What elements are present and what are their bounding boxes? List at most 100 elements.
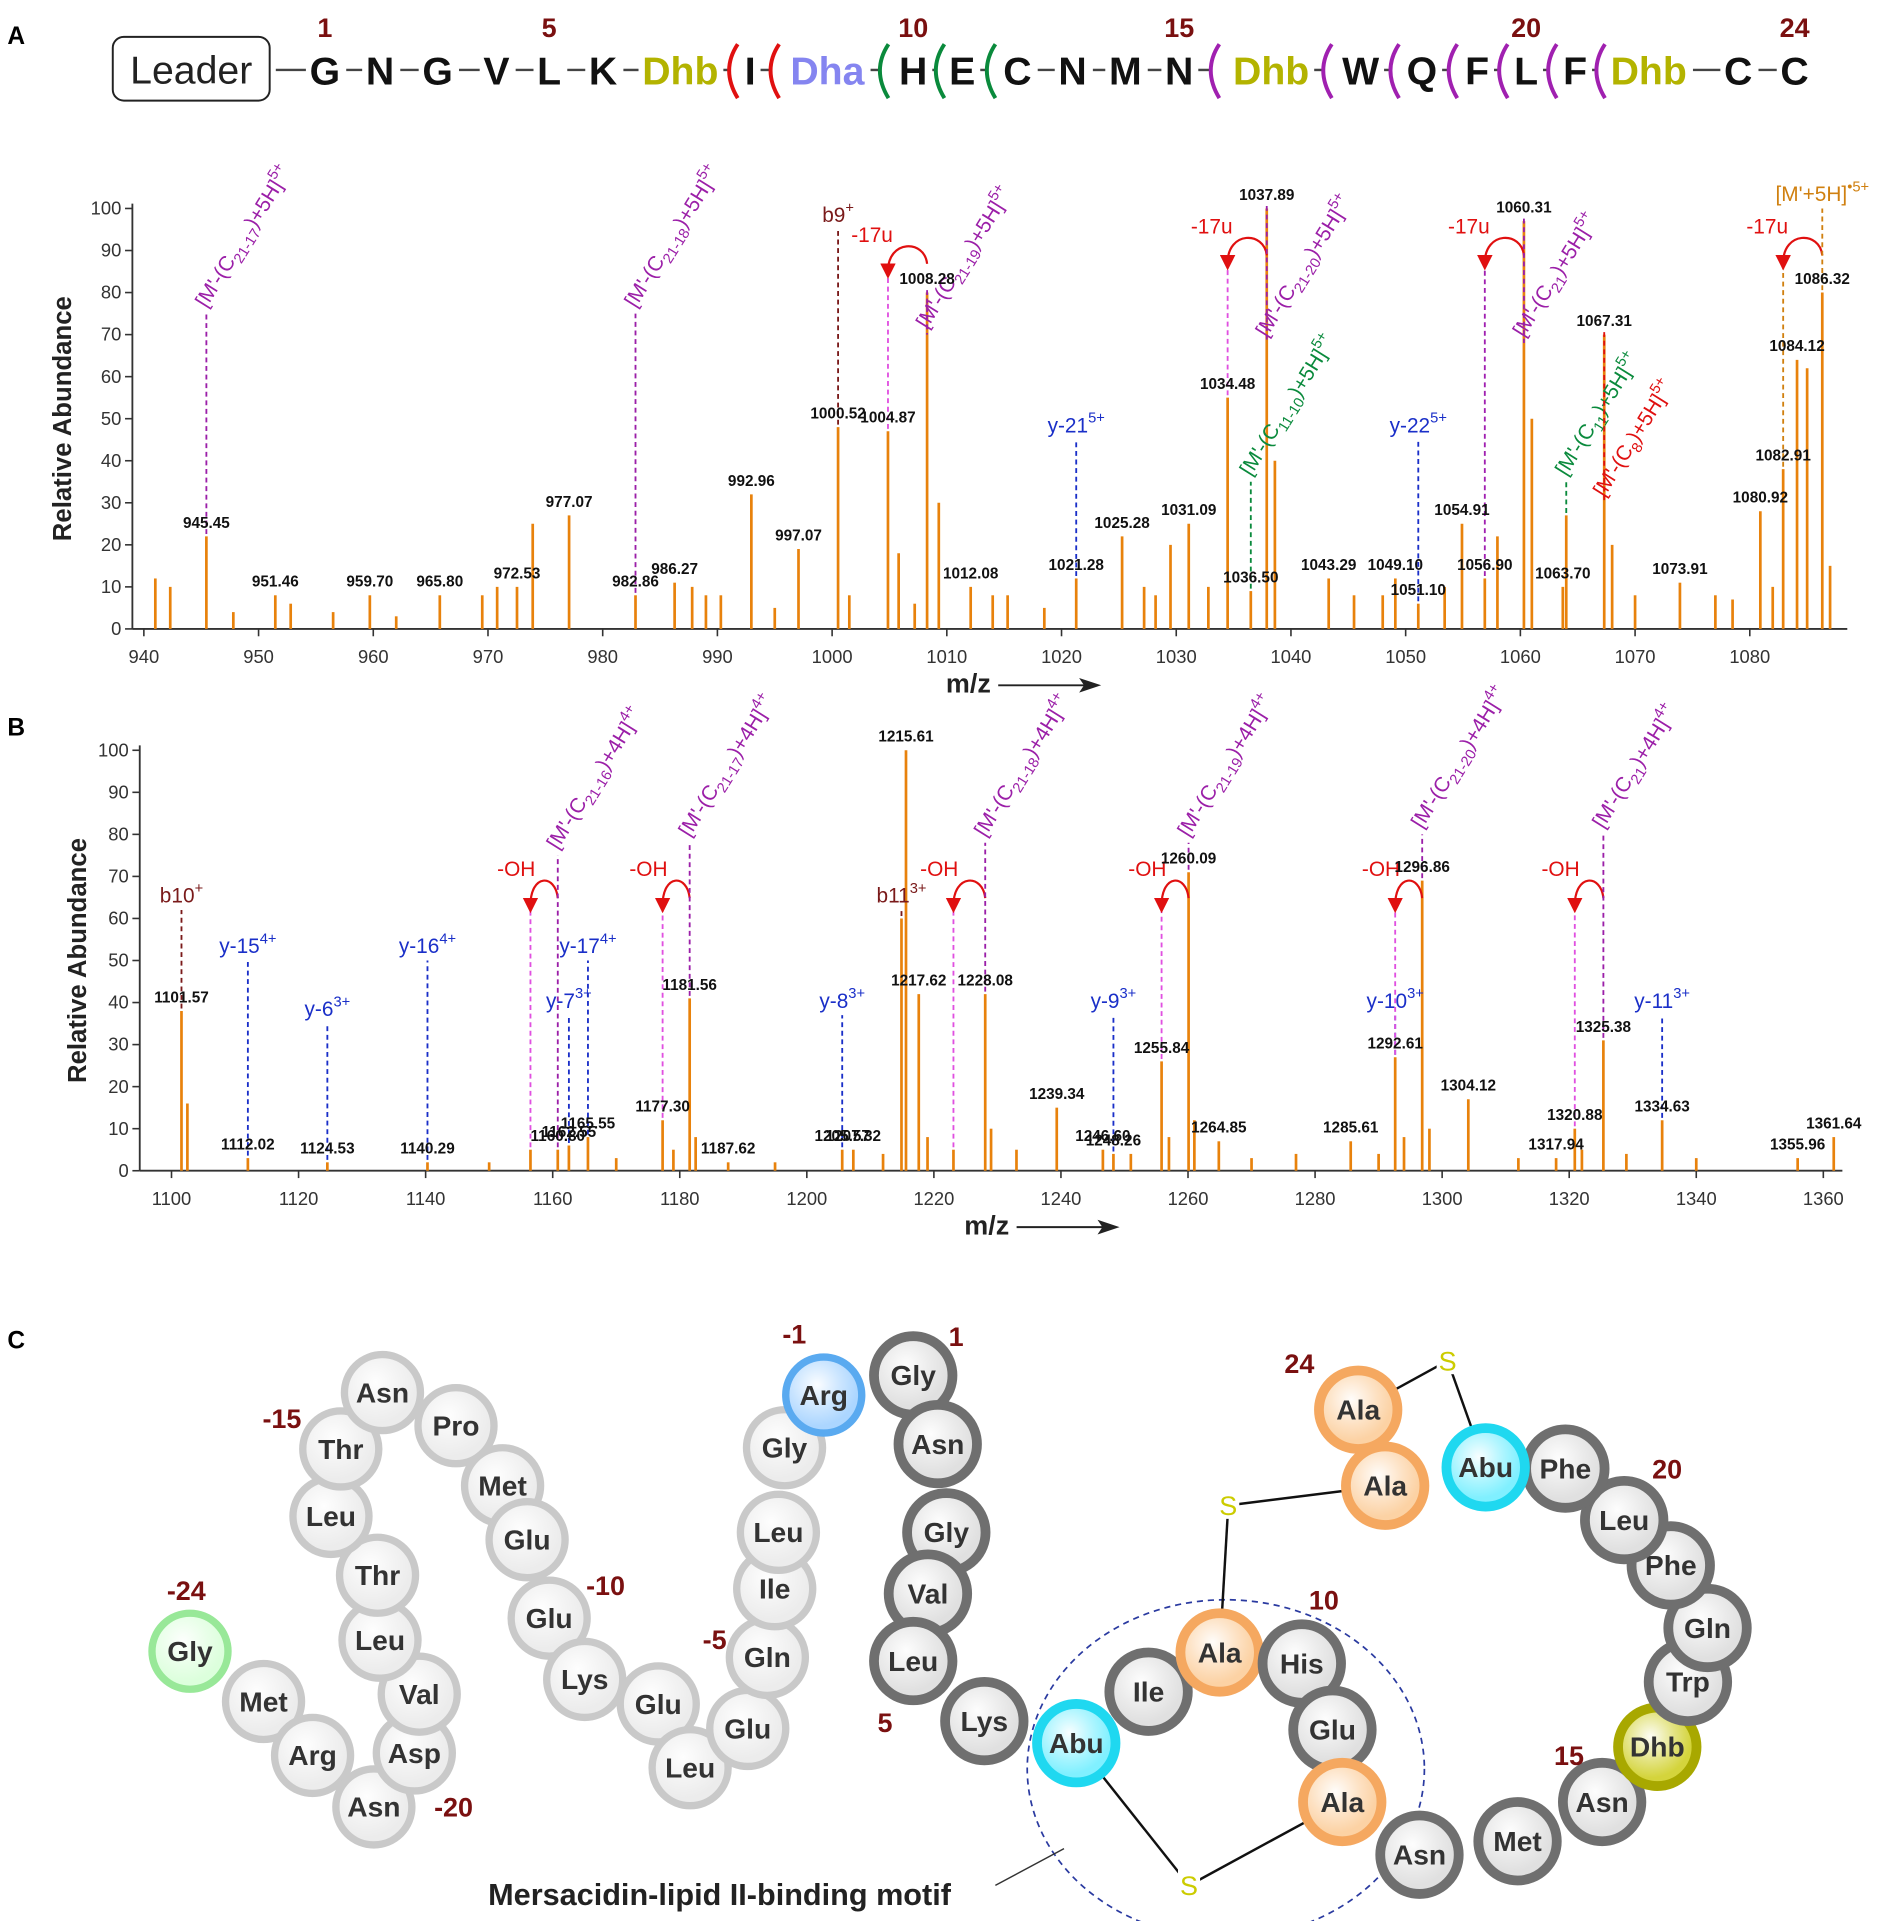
residue-node-label: Lys bbox=[561, 1663, 609, 1695]
position-number: -15 bbox=[262, 1404, 301, 1434]
ion-text: y-22 bbox=[1390, 414, 1431, 437]
bracket bbox=[984, 43, 998, 100]
ion-label: [M'-(C21-17)+4H]4+ bbox=[671, 689, 784, 843]
ion-label: y-83+ bbox=[819, 986, 865, 1013]
ion-text: -17u bbox=[1448, 215, 1490, 238]
residue-node-label: Thr bbox=[318, 1433, 363, 1465]
residue: N bbox=[366, 50, 394, 94]
peak-label: 1086.32 bbox=[1795, 271, 1850, 288]
ion-label: b9+ bbox=[822, 200, 854, 227]
x-tick-label: 1240 bbox=[1041, 1188, 1082, 1209]
residue-number: 15 bbox=[1164, 13, 1194, 43]
node-shine bbox=[903, 1409, 973, 1479]
position-number: 24 bbox=[1284, 1349, 1314, 1379]
ion-label: y-63+ bbox=[305, 994, 351, 1021]
position-number: 5 bbox=[878, 1708, 893, 1738]
node-shine bbox=[733, 1623, 802, 1692]
ion-sup: 5+ bbox=[1571, 207, 1593, 230]
residue-number: 10 bbox=[898, 13, 928, 43]
peak-label: 977.07 bbox=[546, 494, 593, 511]
node-shine bbox=[380, 1718, 449, 1788]
y-tick-label: 10 bbox=[101, 576, 121, 597]
node-shine bbox=[155, 1616, 225, 1686]
residue-number: 1 bbox=[317, 13, 332, 43]
node-shine bbox=[1673, 1593, 1742, 1663]
ion-sup: 4+ bbox=[1651, 699, 1673, 722]
ion-label: [M'-(C21-18)+5H]5+ bbox=[617, 160, 730, 314]
y-tick-label: 0 bbox=[111, 618, 121, 639]
node-shine bbox=[1041, 1708, 1111, 1778]
peak-label: 1063.70 bbox=[1535, 565, 1590, 582]
residue-node-label: Ala bbox=[1336, 1394, 1380, 1426]
peak-label: 1008.28 bbox=[899, 271, 955, 288]
node-shine bbox=[1114, 1657, 1183, 1727]
panel-label: B bbox=[7, 715, 25, 742]
node-shine bbox=[789, 1360, 859, 1430]
residue-node-label: Asp bbox=[388, 1737, 441, 1769]
peak-label: 1004.87 bbox=[860, 410, 915, 427]
node-shine bbox=[750, 1413, 819, 1483]
y-axis-title: Relative Abundance bbox=[49, 296, 77, 541]
residue-node-label: Leu bbox=[753, 1516, 803, 1548]
residue-node-label: Abu bbox=[1049, 1727, 1104, 1759]
node-shine bbox=[1589, 1485, 1659, 1555]
peak-label: 1317.94 bbox=[1528, 1137, 1584, 1154]
bracket bbox=[877, 43, 891, 100]
ion-label: [M'-(C21-20)+5H]5+ bbox=[1248, 189, 1361, 343]
x-tick-label: 1360 bbox=[1803, 1188, 1844, 1209]
peak-label: 986.27 bbox=[651, 561, 698, 578]
residue: L bbox=[537, 50, 561, 94]
residue: Dha bbox=[790, 50, 865, 94]
position-number: 15 bbox=[1554, 1741, 1584, 1771]
ion-sup: 4+ bbox=[600, 931, 617, 947]
ion-text: )+4H] bbox=[1457, 697, 1504, 753]
residue: F bbox=[1563, 50, 1587, 94]
node-shine bbox=[492, 1505, 562, 1575]
residue-node-label: Ile bbox=[759, 1573, 790, 1605]
ion-label: y-215+ bbox=[1048, 411, 1105, 438]
loss-label: -OH bbox=[629, 858, 667, 881]
ion-label: b113+ bbox=[877, 881, 927, 908]
y-axis-title: Relative Abundance bbox=[64, 838, 92, 1083]
residue-number: 20 bbox=[1511, 13, 1541, 43]
ion-text: y-8 bbox=[819, 990, 848, 1013]
peak-label: 1162.55 bbox=[542, 1124, 597, 1141]
x-axis-arrowhead bbox=[1079, 677, 1102, 693]
y-tick-label: 20 bbox=[108, 1076, 128, 1097]
residue-node-label: Gly bbox=[167, 1635, 213, 1667]
residue-node-label: Dhb bbox=[1630, 1731, 1685, 1763]
bracket bbox=[1594, 43, 1607, 100]
peak-label: 1101.57 bbox=[154, 989, 209, 1006]
peak-label: 1025.28 bbox=[1094, 515, 1150, 532]
ion-text: )+5H] bbox=[241, 176, 288, 232]
peak-label: 1292.61 bbox=[1368, 1036, 1424, 1053]
ion-text: y-11 bbox=[1634, 990, 1673, 1013]
peak-label: 1320.88 bbox=[1547, 1107, 1603, 1124]
y-tick-label: 100 bbox=[98, 739, 129, 760]
ion-sup: 4+ bbox=[616, 702, 638, 725]
peak-label: 982.86 bbox=[612, 574, 659, 591]
ion-text: y-9 bbox=[1091, 990, 1120, 1013]
x-tick-label: 1040 bbox=[1271, 646, 1312, 667]
residue-node-label: Glu bbox=[635, 1688, 682, 1720]
peak-label: 951.46 bbox=[252, 574, 299, 591]
residue-node-label: Glu bbox=[504, 1524, 551, 1556]
x-tick-label: 1010 bbox=[926, 646, 967, 667]
residue-node-label: Val bbox=[399, 1678, 440, 1710]
ion-label: y-113+ bbox=[1634, 986, 1690, 1013]
residue-node-label: Abu bbox=[1458, 1451, 1513, 1483]
residue: M bbox=[1109, 50, 1142, 94]
ion-sup: 4+ bbox=[260, 931, 277, 947]
loss-arrow bbox=[1567, 879, 1605, 914]
ion-label: [M'-(C21-19)+4H]4+ bbox=[1170, 689, 1283, 843]
residue-node-label: Leu bbox=[306, 1500, 356, 1532]
x-tick-label: 970 bbox=[473, 646, 504, 667]
peak-label: 1255.84 bbox=[1134, 1040, 1190, 1057]
residue: K bbox=[589, 50, 617, 94]
residue-number: 24 bbox=[1780, 13, 1810, 43]
x-tick-label: 1200 bbox=[786, 1188, 827, 1209]
node-shine bbox=[893, 1559, 963, 1628]
peak-label: 992.96 bbox=[728, 473, 775, 490]
peak-label: 1031.09 bbox=[1161, 502, 1216, 519]
